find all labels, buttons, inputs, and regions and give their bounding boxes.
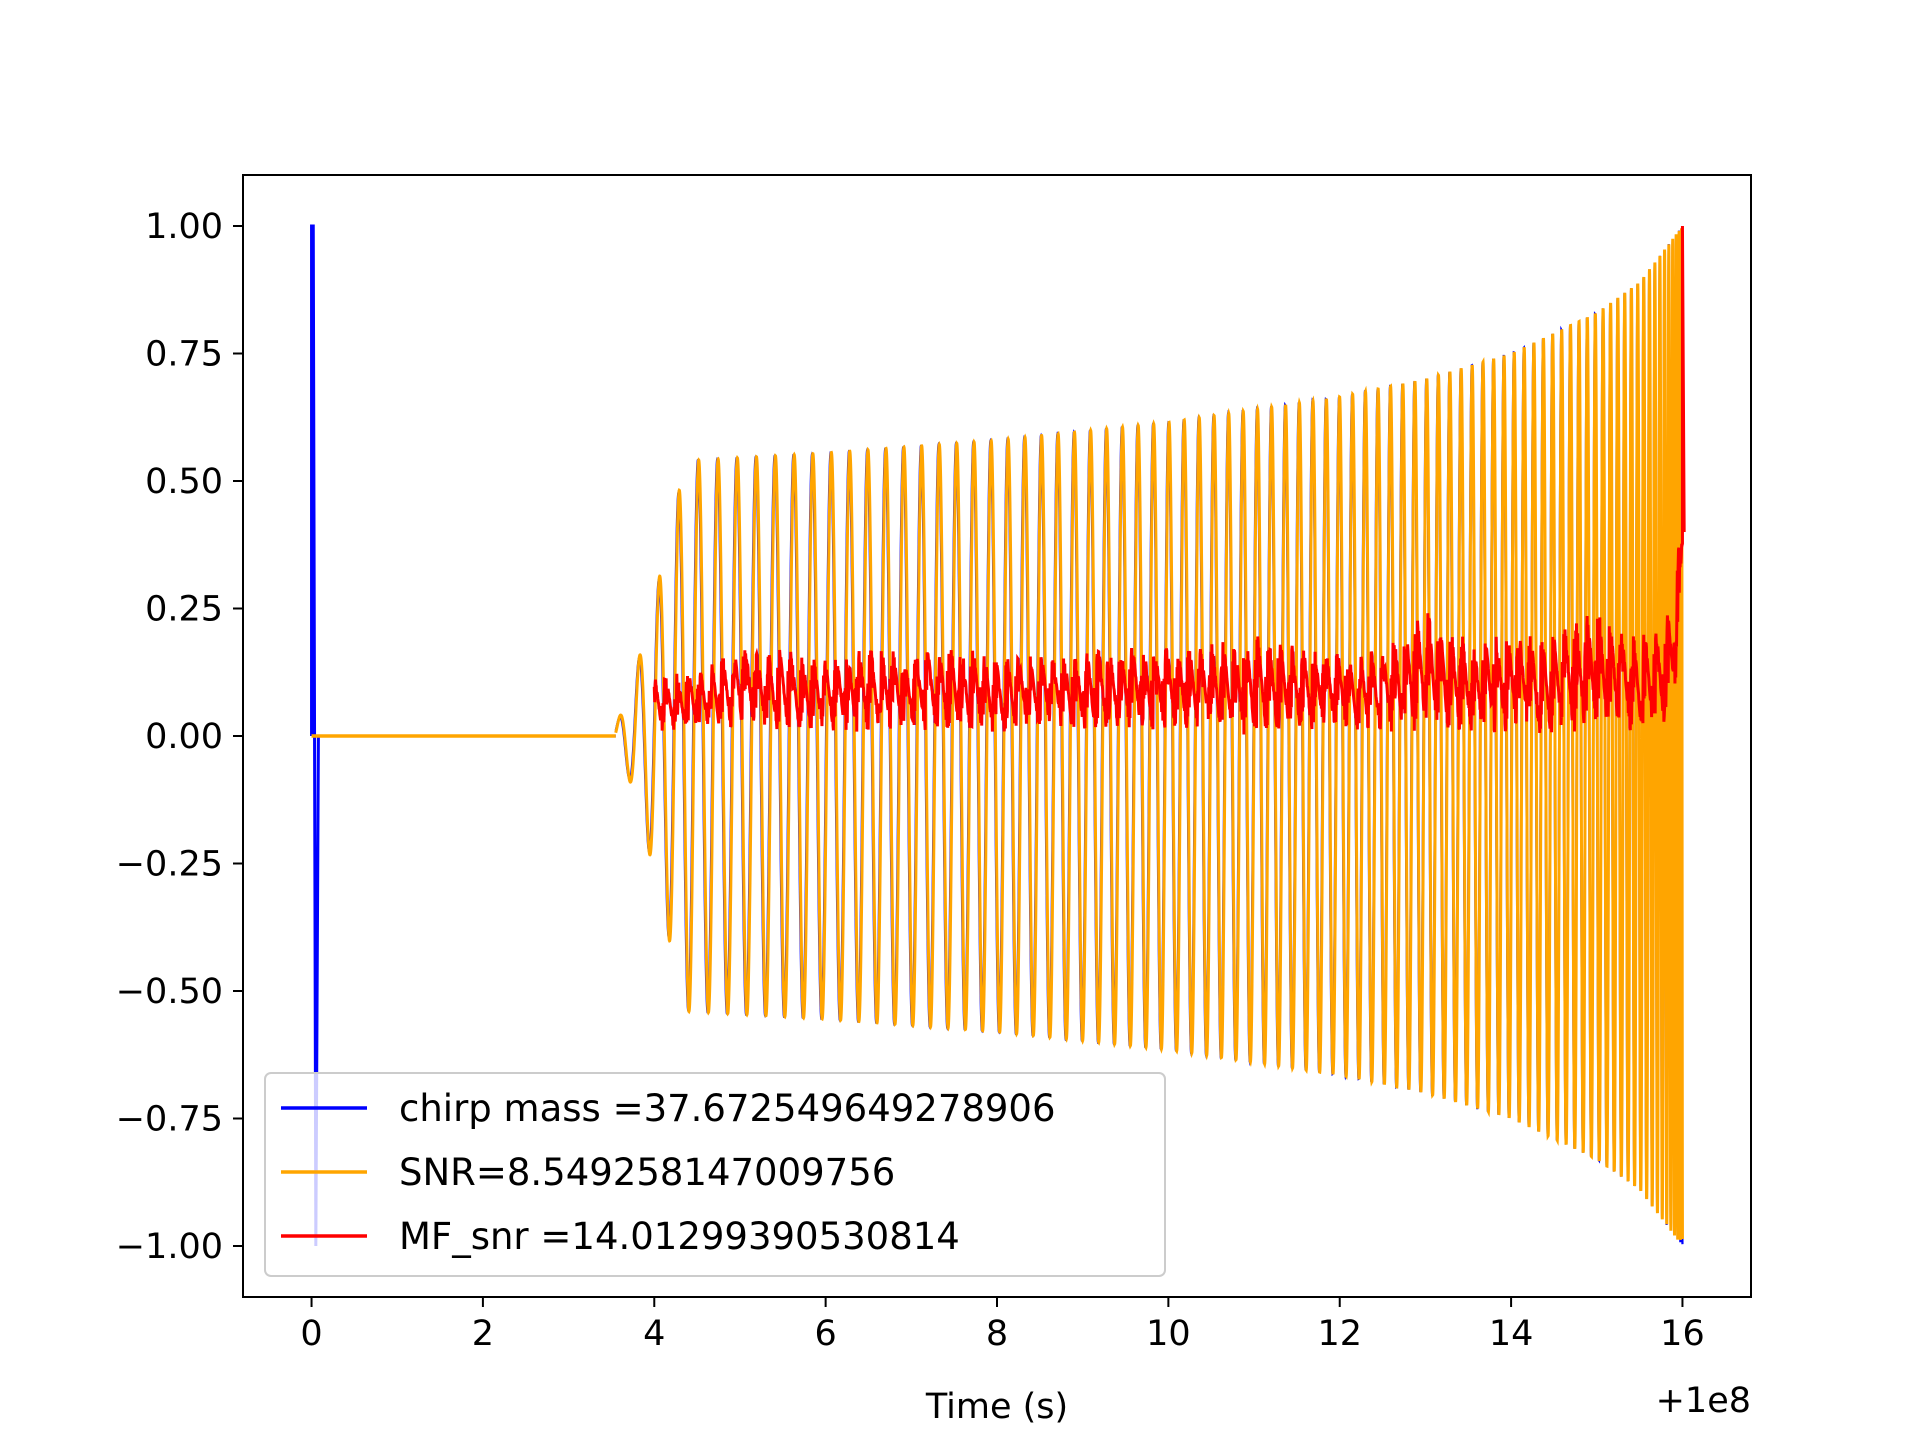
y-tick-label-6: −0.50 [116,972,223,1012]
x-axis-ticks: 0 2 4 6 8 10 12 14 16 [300,1297,1705,1354]
series-mf-snr [652,225,1686,735]
y-tick-label-4: 0.00 [145,717,223,757]
x-tick-label-8: 16 [1660,1314,1705,1354]
y-tick-label-3: 0.25 [145,590,223,630]
series-snr-wave [614,228,1684,1240]
x-tick-label-5: 10 [1146,1314,1191,1354]
x-tick-label-0: 0 [300,1314,322,1354]
x-axis-label: Time (s) [925,1387,1068,1427]
legend-label-chirp-mass: chirp mass =37.672549649278906 [399,1087,1056,1130]
y-tick-label-2: 0.50 [145,462,223,502]
x-offset-label: +1e8 [1656,1381,1751,1421]
plot-area [310,224,1686,1247]
legend-label-snr: SNR=8.549258147009756 [399,1151,895,1194]
legend-box [264,1072,1166,1277]
x-tick-label-2: 4 [643,1314,665,1354]
y-tick-label-7: −0.75 [116,1100,223,1140]
x-tick-label-1: 2 [472,1314,494,1354]
y-tick-label-5: −0.25 [116,845,223,885]
x-tick-label-3: 6 [814,1314,836,1354]
legend: chirp mass =37.672549649278906 SNR=8.549… [264,1072,1166,1277]
y-tick-label-8: −1.00 [116,1227,223,1267]
y-axis-ticks: 1.00 0.75 0.50 0.25 0.00 −0.25 −0.50 −0.75 −1.00 [116,207,243,1267]
y-tick-label-1: 0.75 [145,335,223,375]
x-tick-label-4: 8 [986,1314,1008,1354]
x-tick-label-6: 12 [1317,1314,1362,1354]
y-tick-label-0: 1.00 [145,207,223,247]
x-tick-label-7: 14 [1489,1314,1534,1354]
legend-label-mf-snr: MF_snr =14.01299390530814 [399,1215,960,1258]
